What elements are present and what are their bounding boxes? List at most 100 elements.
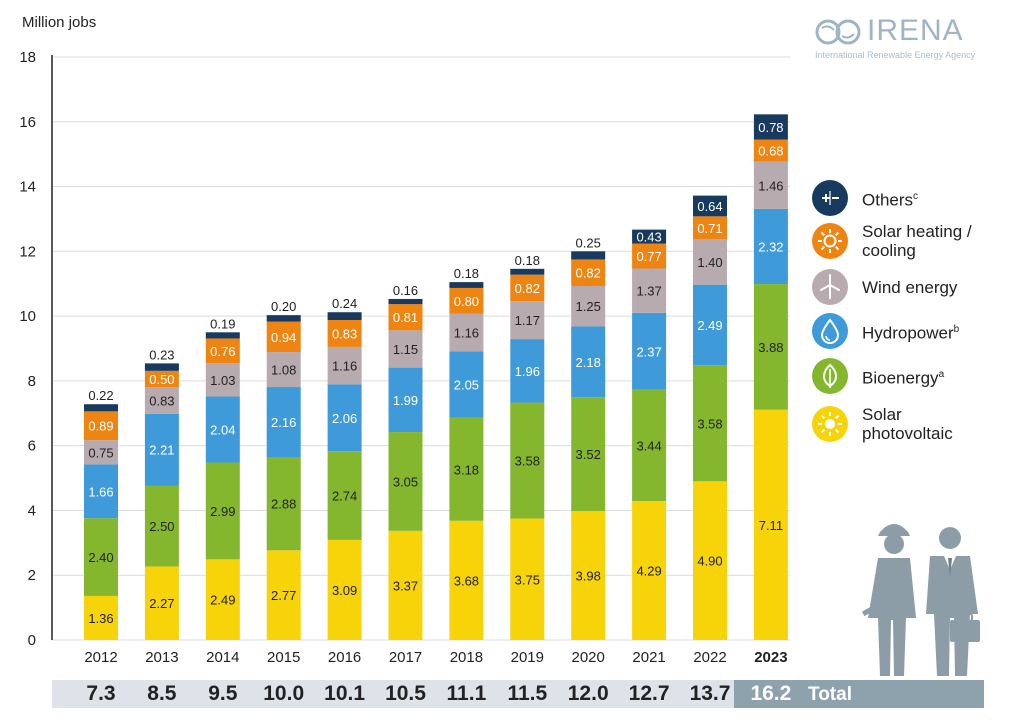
bar-segment bbox=[510, 339, 545, 403]
data-label: 0.94 bbox=[271, 330, 296, 345]
data-label: 0.18 bbox=[515, 253, 540, 268]
data-label: 2.27 bbox=[149, 596, 174, 611]
bar-segment bbox=[205, 462, 240, 560]
data-label: 1.15 bbox=[393, 342, 418, 357]
bar-segment bbox=[449, 313, 484, 352]
bar-segment bbox=[632, 268, 667, 313]
bar-segment bbox=[205, 559, 240, 640]
bar-segment bbox=[571, 251, 606, 260]
totals-highlight bbox=[734, 680, 984, 708]
legend-item-solar-pv: Solar photovoltaic bbox=[812, 405, 997, 443]
data-label: 3.75 bbox=[515, 572, 540, 587]
bar-segment bbox=[632, 229, 667, 244]
bar-segment bbox=[510, 274, 545, 302]
bar-segment bbox=[84, 518, 118, 596]
data-label: 0.68 bbox=[758, 144, 783, 159]
data-label: 0.82 bbox=[576, 266, 601, 281]
data-label: 1.37 bbox=[636, 284, 661, 299]
bar-segment bbox=[449, 520, 484, 640]
data-label: 0.18 bbox=[454, 266, 479, 281]
workers-illustration bbox=[861, 524, 980, 676]
bar-segment bbox=[632, 501, 667, 640]
bar-segment bbox=[144, 485, 179, 567]
bar-segment bbox=[266, 315, 301, 322]
x-tick-label: 2023 bbox=[754, 649, 787, 666]
bar-segment bbox=[388, 298, 423, 305]
data-label: 1.16 bbox=[332, 359, 357, 374]
x-tick-label: 2014 bbox=[206, 649, 239, 666]
bar-segment bbox=[449, 282, 484, 288]
bar-segment bbox=[205, 396, 240, 463]
data-label: 2.06 bbox=[332, 411, 357, 426]
legend-label: Solar photovoltaic bbox=[862, 405, 953, 443]
data-label: 1.08 bbox=[271, 363, 296, 378]
data-label: 1.46 bbox=[758, 178, 783, 193]
data-label: 1.25 bbox=[576, 299, 601, 314]
data-label: 0.20 bbox=[271, 299, 296, 314]
data-label: 1.99 bbox=[393, 393, 418, 408]
data-label: 3.37 bbox=[393, 578, 418, 593]
x-tick-label: 2022 bbox=[693, 649, 726, 666]
bar-segment bbox=[632, 243, 667, 269]
data-label: 1.03 bbox=[210, 373, 235, 388]
bar-segment bbox=[753, 161, 788, 209]
total-value: 11.5 bbox=[507, 682, 548, 705]
globe-icon bbox=[815, 19, 861, 45]
data-label: 1.16 bbox=[454, 326, 479, 341]
legend-label: Bioenergya bbox=[862, 368, 945, 388]
bar-segment bbox=[632, 312, 667, 390]
data-label: 1.36 bbox=[88, 611, 113, 626]
x-tick-label: 2016 bbox=[328, 649, 361, 666]
bar-segment bbox=[632, 389, 667, 502]
total-value: 10.1 bbox=[324, 682, 366, 705]
bar-segment bbox=[266, 550, 301, 640]
y-tick-label: 12 bbox=[19, 243, 36, 260]
bar-segment bbox=[266, 321, 301, 353]
y-tick-label: 8 bbox=[28, 373, 36, 390]
data-label: 3.68 bbox=[454, 573, 479, 588]
data-label: 0.82 bbox=[515, 281, 540, 296]
y-tick-label: 18 bbox=[19, 49, 36, 66]
logo-subtitle: International Renewable Energy Agency bbox=[815, 50, 976, 60]
data-label: 0.89 bbox=[88, 419, 113, 434]
data-label: 2.99 bbox=[210, 504, 235, 519]
data-label: 0.71 bbox=[697, 221, 722, 236]
sun-outline-icon bbox=[812, 223, 848, 259]
totals-label: Total bbox=[808, 684, 852, 705]
x-tick-label: 2019 bbox=[511, 649, 544, 666]
sun-icon bbox=[812, 406, 848, 442]
legend-item-others: Othersc bbox=[812, 180, 997, 216]
bar-segment bbox=[693, 239, 727, 285]
x-tick-label: 2021 bbox=[632, 649, 665, 666]
bar-segment bbox=[144, 363, 179, 371]
bar-segment bbox=[753, 139, 788, 162]
bar-segment bbox=[510, 402, 545, 519]
bar-segment bbox=[327, 451, 362, 540]
leaf-icon bbox=[812, 358, 848, 394]
data-label: 0.16 bbox=[393, 283, 418, 298]
data-label: 3.52 bbox=[576, 447, 601, 462]
legend-item-wind: Wind energy bbox=[812, 269, 997, 305]
data-label: 2.05 bbox=[454, 378, 479, 393]
data-label: 0.83 bbox=[332, 326, 357, 341]
data-label: 0.81 bbox=[393, 310, 418, 325]
data-label: 0.75 bbox=[88, 445, 113, 460]
bar-segment bbox=[266, 457, 301, 551]
data-label: 1.17 bbox=[515, 313, 540, 328]
bar-segment bbox=[205, 338, 240, 364]
bar-segment bbox=[144, 370, 179, 388]
data-label: 3.05 bbox=[393, 474, 418, 489]
bar-segment bbox=[449, 287, 484, 314]
legend-label: Wind energy bbox=[862, 277, 958, 297]
data-label: 2.04 bbox=[210, 422, 235, 437]
totals-row bbox=[52, 680, 734, 708]
data-label: 3.88 bbox=[758, 340, 783, 355]
y-axis-title: Million jobs bbox=[22, 14, 97, 31]
bar-segment bbox=[84, 440, 118, 465]
data-label: 2.49 bbox=[210, 593, 235, 608]
bar-segment bbox=[753, 409, 788, 640]
bar-segment bbox=[693, 284, 727, 366]
legend-label: Hydropowerb bbox=[862, 323, 960, 343]
data-label: 2.21 bbox=[149, 443, 174, 458]
total-value: 12.7 bbox=[628, 682, 670, 705]
